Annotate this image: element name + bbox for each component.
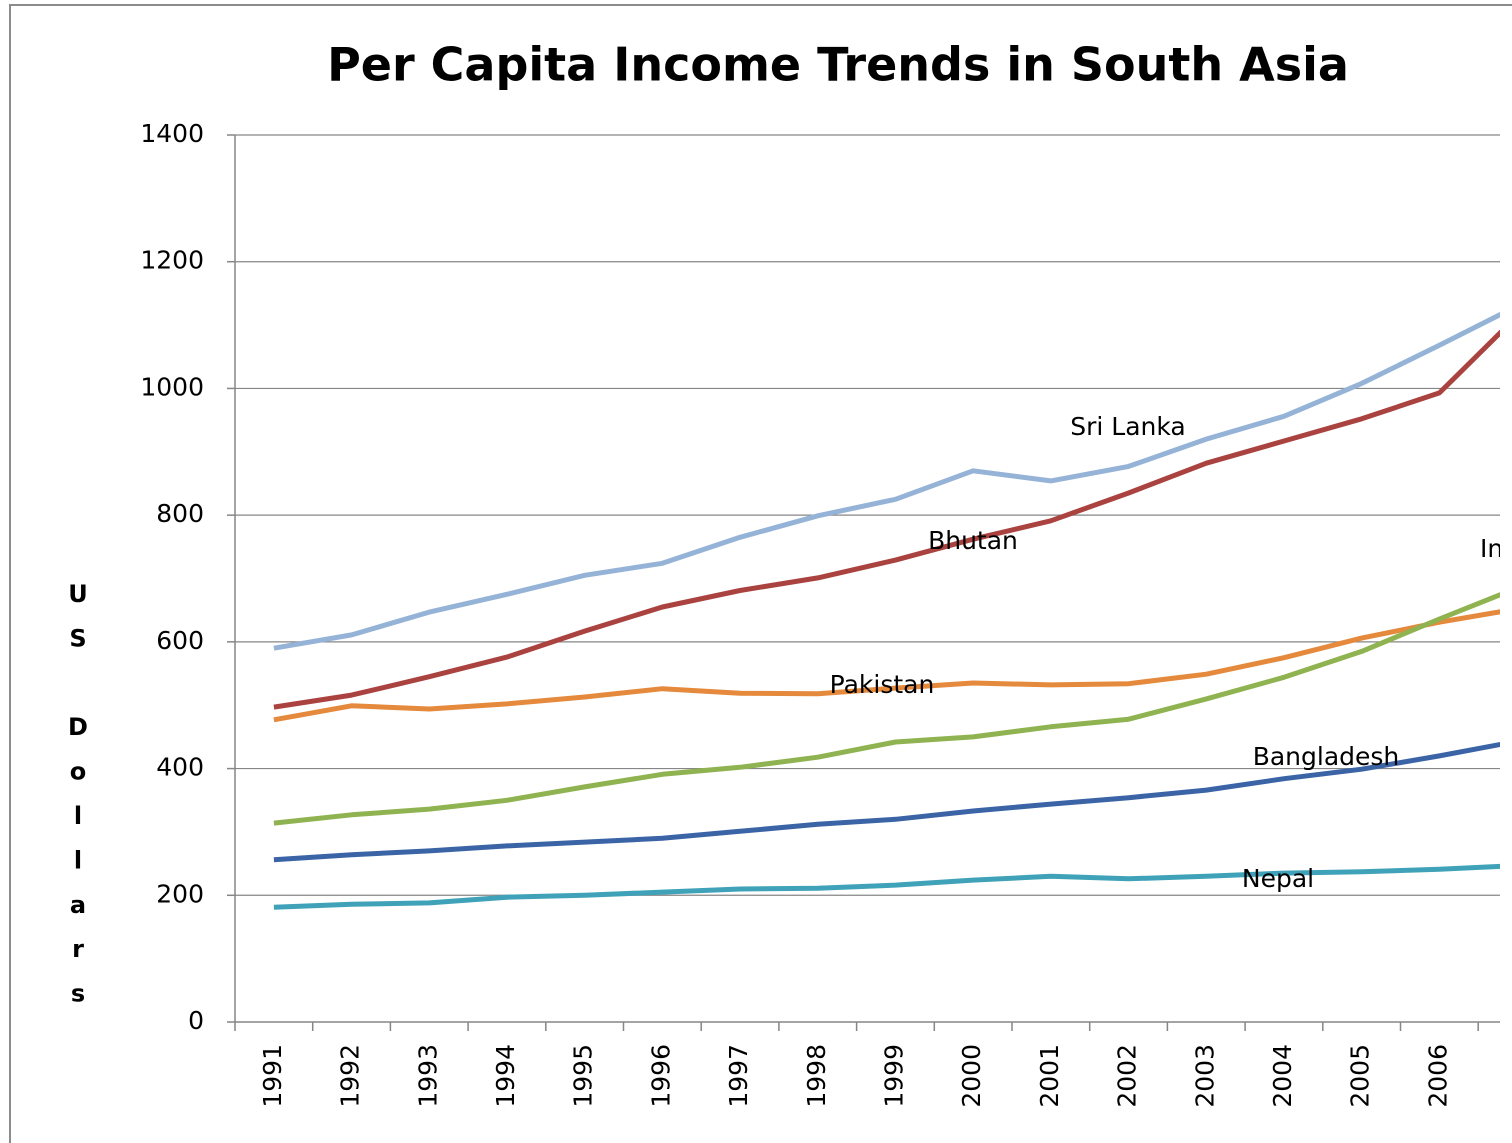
x-tick-label: 1993	[413, 1044, 442, 1108]
chart-frame	[9, 4, 1512, 1143]
y-tick-label: 200	[156, 879, 204, 908]
y-tick-label: 1400	[140, 119, 204, 148]
y-tick-label: 1000	[140, 372, 204, 401]
x-tick-label: 2001	[1035, 1044, 1064, 1108]
series-label: Bhutan	[928, 526, 1018, 555]
x-tick-label: 2004	[1268, 1044, 1297, 1108]
series-line	[273, 609, 1500, 723]
series-label: Nepal	[1242, 864, 1314, 893]
series-label: Pakistan	[830, 670, 935, 699]
x-tick-label: 1992	[336, 1044, 365, 1108]
chart-title: Per Capita Income Trends in South Asia	[327, 38, 1349, 92]
series-line	[273, 311, 1500, 651]
x-tick-label: 1999	[879, 1044, 908, 1108]
x-tick-label: 1998	[802, 1044, 831, 1108]
series-label: Bangladesh	[1253, 742, 1400, 771]
y-tick-label: 800	[156, 499, 204, 528]
series-label: India	[1480, 534, 1512, 563]
y-tick-label: 0	[188, 1006, 204, 1035]
series-line	[273, 592, 1500, 826]
x-tick-label: 2000	[957, 1044, 986, 1108]
x-tick-label: 2006	[1423, 1044, 1452, 1108]
x-tick-label: 1991	[258, 1044, 287, 1108]
x-tick-label: 2002	[1113, 1044, 1142, 1108]
series-label: Sri Lanka	[1070, 412, 1186, 441]
x-tick-label: 2003	[1190, 1044, 1219, 1108]
series-line	[273, 329, 1500, 710]
y-tick-label: 1200	[140, 246, 204, 275]
x-tick-label: 2005	[1346, 1044, 1375, 1108]
series-line	[273, 741, 1500, 863]
x-tick-label: 1995	[569, 1044, 598, 1108]
series-line	[273, 863, 1500, 910]
plot-area: Sri Lanka Bhutan Pakistan India Bangladesh Ne…	[227, 134, 1512, 1031]
y-tick-label: 400	[156, 753, 204, 782]
y-tick-label: 600	[156, 626, 204, 655]
x-tick-label: 1997	[724, 1044, 753, 1108]
x-tick-label: 1994	[491, 1044, 520, 1108]
x-tick-label: 1996	[646, 1044, 675, 1108]
